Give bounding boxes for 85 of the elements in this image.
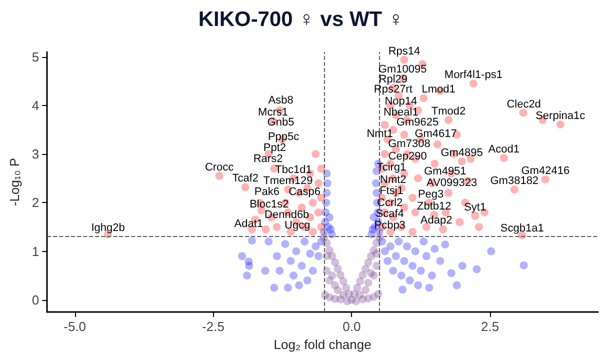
- annotation: Clec2d: [506, 98, 541, 111]
- x-tick-label: -2.5: [202, 319, 224, 334]
- annotation: Zbtb12: [417, 200, 452, 212]
- annotation: Ppt2: [263, 142, 286, 154]
- annotation: Pak6: [254, 186, 280, 198]
- point: [352, 297, 360, 306]
- annotation: Gm4951: [424, 165, 466, 178]
- annotation: Dennd6b: [264, 209, 310, 222]
- annotation: Pcbp3: [374, 219, 406, 232]
- annotation: Nop14: [384, 95, 418, 108]
- y-tick-label: 3: [32, 146, 40, 162]
- point: [364, 278, 372, 287]
- annotation: Scgb1a1: [500, 222, 544, 235]
- annotation: Asb8: [268, 94, 294, 106]
- x-axis-title: Log₂ fold change: [274, 337, 372, 352]
- annotation: Ccrl2: [376, 196, 403, 209]
- annotation: Nbeal1: [383, 106, 418, 119]
- annotation: Scaf4: [376, 208, 404, 220]
- x-tick-label: 0.0: [342, 319, 361, 334]
- point: [334, 286, 342, 294]
- x-tick-label: 2.5: [481, 319, 500, 334]
- annotation: Tcaf2: [232, 172, 258, 185]
- y-tick-label: 2: [32, 195, 40, 210]
- annotation: Tmem129: [263, 175, 313, 188]
- annotation: Rps27rt: [374, 84, 412, 96]
- point: [356, 277, 364, 286]
- annotation: Gm38182: [490, 175, 539, 188]
- annotation: Adat1: [234, 218, 264, 230]
- annotation: Ighg2b: [91, 222, 125, 234]
- y-tick-label: 0: [32, 292, 40, 308]
- point: [328, 272, 336, 280]
- point: [339, 290, 348, 299]
- point: [353, 284, 362, 292]
- y-tick-label: 4: [32, 98, 40, 113]
- annotation: Casp6: [288, 186, 320, 198]
- annotation: Syt1: [464, 201, 486, 214]
- annotation: Rars2: [253, 153, 283, 166]
- chart-title: KIKO-700 ♀ vs WT ♀: [198, 8, 404, 31]
- annotation: Peg3: [418, 188, 444, 201]
- annotation: Nmt1: [366, 128, 394, 140]
- x-tick-label: -5.0: [64, 319, 86, 334]
- annotation: Gm10095: [378, 64, 427, 76]
- point: [322, 252, 331, 260]
- point: [358, 271, 367, 280]
- annotation: Tbc1d1: [275, 164, 312, 176]
- annotation: Rps14: [388, 45, 420, 58]
- y-tick-label: 5: [32, 49, 40, 64]
- annotation: Serpina1c: [536, 110, 586, 122]
- annotation: Adap2: [420, 214, 452, 226]
- annotation: Tcirg1: [376, 161, 406, 174]
- annotation: Acod1: [488, 143, 520, 156]
- annotation: Mcrs1: [258, 106, 288, 119]
- annotation: Rpl29: [378, 73, 408, 86]
- annotation: Crocc: [204, 161, 234, 174]
- annotation: Gm7308: [388, 138, 430, 150]
- annotation: Gm4895: [440, 146, 483, 159]
- point: [372, 250, 381, 258]
- annotation: Ppp5c: [268, 130, 300, 143]
- y-axis-title: -Log₁₀ P: [7, 158, 22, 206]
- annotation: Gm9625: [396, 116, 439, 129]
- annotation: Tmod2: [431, 106, 466, 118]
- annotation: Morf4l1-ps1: [444, 69, 502, 82]
- annotation: Gnb5: [267, 116, 294, 129]
- point: [361, 286, 370, 294]
- point: [364, 258, 372, 266]
- point: [372, 262, 381, 270]
- annotation: Bloc1s2: [250, 198, 289, 210]
- annotation: Ugcg: [284, 219, 310, 232]
- annotation: Nmt2: [380, 174, 406, 186]
- point: [356, 290, 364, 299]
- annotation: Ftsj1: [380, 185, 404, 198]
- point: [331, 258, 340, 266]
- annotation: Cep290: [388, 150, 427, 163]
- point: [336, 271, 345, 280]
- point: [342, 284, 350, 292]
- y-tick-label: 1: [32, 244, 40, 259]
- annotation: Gm42416: [521, 164, 570, 177]
- annotation: Lmod1: [422, 84, 456, 96]
- point: [343, 297, 352, 306]
- point: [339, 277, 348, 286]
- point: [322, 238, 331, 247]
- annotation: Gm4617: [414, 128, 457, 140]
- annotation: AV099323: [426, 176, 478, 189]
- point: [334, 264, 342, 273]
- point: [370, 272, 378, 280]
